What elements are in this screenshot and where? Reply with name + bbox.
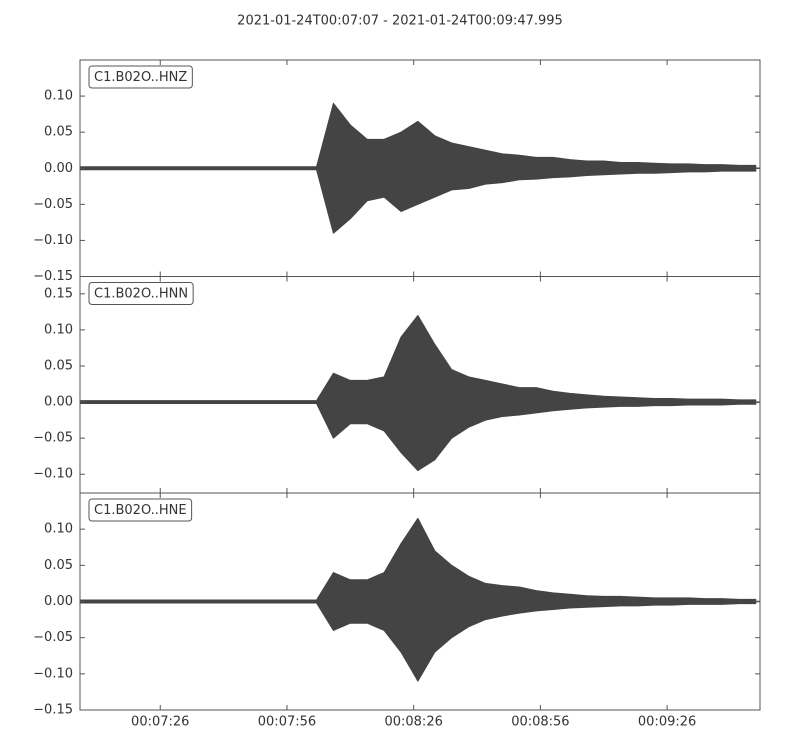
- y-tick-label: 0.10: [44, 322, 73, 337]
- figure-title: 2021-01-24T00:07:07 - 2021-01-24T00:09:4…: [237, 14, 563, 29]
- y-tick-label: −0.05: [33, 630, 73, 645]
- y-tick-label: 0.00: [44, 594, 73, 609]
- waveform-envelope: [80, 517, 757, 602]
- y-tick-label: −0.05: [33, 431, 73, 446]
- x-tick-label: 00:07:56: [258, 715, 316, 730]
- x-tick-label: 00:08:56: [511, 715, 569, 730]
- y-tick-label: 0.05: [44, 125, 73, 140]
- trace-label: C1.B02O..HNZ: [94, 70, 187, 85]
- y-tick-label: 0.10: [44, 89, 73, 104]
- y-tick-label: 0.05: [44, 358, 73, 373]
- waveform-envelope: [80, 167, 757, 234]
- trace-label: C1.B02O..HNE: [94, 503, 187, 518]
- trace-label: C1.B02O..HNN: [94, 287, 188, 302]
- y-tick-label: 0.00: [44, 161, 73, 176]
- x-tick-label: 00:07:26: [131, 715, 189, 730]
- y-tick-label: −0.15: [33, 269, 73, 284]
- waveform-envelope: [80, 102, 757, 169]
- y-tick-label: −0.10: [33, 666, 73, 681]
- waveform-envelope: [80, 401, 757, 472]
- y-tick-label: −0.10: [33, 467, 73, 482]
- waveform-envelope: [80, 314, 757, 403]
- y-tick-label: 0.00: [44, 395, 73, 410]
- x-tick-label: 00:08:26: [384, 715, 442, 730]
- trace-label-box: [88, 282, 194, 305]
- y-tick-label: −0.15: [33, 703, 73, 718]
- y-tick-label: −0.05: [33, 197, 73, 212]
- trace-label-box: [88, 498, 193, 522]
- y-tick-label: 0.15: [44, 286, 73, 301]
- y-tick-label: −0.10: [33, 233, 73, 248]
- trace-label-box: [88, 65, 193, 89]
- x-tick-label: 00:09:26: [638, 715, 696, 730]
- y-tick-label: 0.10: [44, 522, 73, 537]
- y-tick-label: 0.05: [44, 558, 73, 573]
- waveform-envelope: [80, 601, 757, 682]
